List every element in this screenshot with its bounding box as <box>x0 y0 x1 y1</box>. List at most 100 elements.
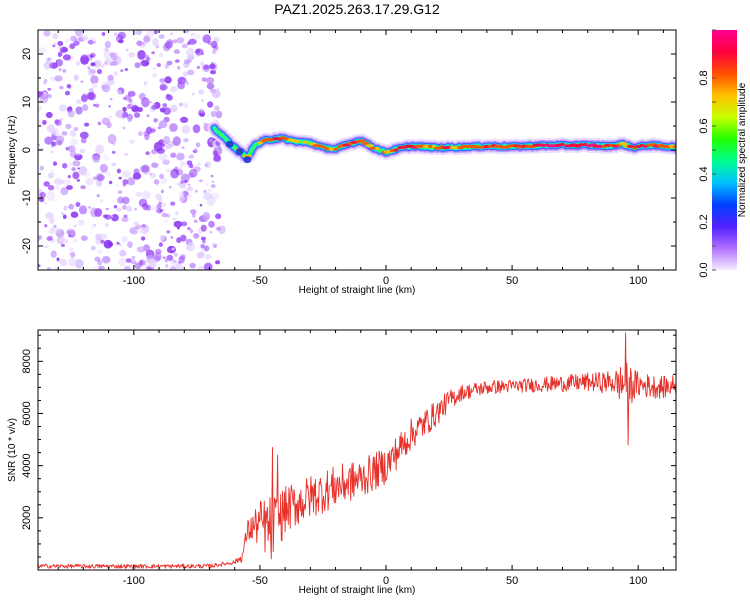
spectrogram-y-tick-label: -20 <box>21 238 33 254</box>
noise-speckle <box>49 57 54 60</box>
noise-speckle <box>210 184 216 189</box>
noise-speckle <box>169 104 178 113</box>
noise-speckle <box>162 256 166 259</box>
noise-speckle <box>97 259 103 266</box>
noise-speckle <box>132 172 142 180</box>
noise-speckle <box>82 35 89 41</box>
noise-speckle <box>69 138 79 146</box>
noise-speckle <box>175 263 183 270</box>
noise-speckle <box>192 213 196 218</box>
noise-speckle <box>50 250 57 258</box>
noise-speckle <box>192 124 201 134</box>
noise-speckle <box>38 47 47 54</box>
noise-speckle <box>109 97 113 101</box>
noise-speckle <box>164 76 172 84</box>
spectrogram-x-tick-label: -100 <box>123 275 145 287</box>
noise-speckle <box>123 265 131 270</box>
noise-speckle <box>75 62 79 66</box>
noise-speckle <box>158 153 168 162</box>
noise-speckle <box>77 219 85 226</box>
noise-speckle <box>110 215 114 218</box>
noise-speckle <box>213 244 217 248</box>
noise-speckle <box>113 58 117 61</box>
noise-speckle <box>101 117 111 126</box>
noise-speckle <box>59 117 64 121</box>
noise-speckle <box>166 94 173 101</box>
signal-hotspot <box>375 146 380 151</box>
noise-speckle <box>202 211 211 221</box>
noise-speckle <box>46 236 53 241</box>
noise-speckle <box>189 262 196 269</box>
noise-speckle <box>136 246 146 253</box>
noise-speckle <box>120 69 124 73</box>
noise-speckle <box>77 167 80 170</box>
noise-speckle <box>43 80 47 84</box>
noise-speckle <box>55 229 65 238</box>
noise-speckle <box>164 64 169 69</box>
noise-speckle <box>210 40 218 49</box>
noise-speckle <box>49 62 59 69</box>
noise-speckle <box>190 32 195 37</box>
noise-speckle <box>156 204 162 209</box>
noise-speckle <box>164 146 168 152</box>
noise-speckle <box>96 174 105 182</box>
snr-background <box>38 330 676 570</box>
noise-speckle <box>61 107 65 111</box>
noise-speckle <box>67 145 76 152</box>
noise-speckle <box>187 183 191 186</box>
noise-speckle <box>170 201 176 206</box>
noise-speckle <box>181 188 189 196</box>
noise-speckle <box>149 204 159 211</box>
noise-speckle <box>169 266 177 270</box>
noise-speckle <box>212 155 222 163</box>
noise-speckle <box>52 226 61 234</box>
noise-speckle <box>142 190 151 200</box>
noise-speckle <box>125 258 132 263</box>
noise-speckle <box>44 224 48 228</box>
noise-speckle <box>65 38 70 43</box>
noise-speckle <box>176 37 185 44</box>
noise-speckle <box>94 103 100 108</box>
noise-speckle <box>60 243 65 247</box>
noise-speckle <box>170 152 177 158</box>
noise-speckle <box>68 205 71 209</box>
noise-speckle <box>166 230 171 234</box>
noise-speckle <box>166 168 170 173</box>
noise-speckle <box>118 243 122 246</box>
noise-speckle <box>47 94 53 99</box>
noise-speckle <box>119 249 127 257</box>
noise-speckle <box>70 211 79 218</box>
noise-speckle <box>195 189 198 193</box>
noise-speckle <box>46 191 56 202</box>
noise-speckle <box>100 63 105 69</box>
noise-speckle <box>166 213 171 218</box>
noise-speckle <box>159 83 167 92</box>
noise-speckle <box>52 44 56 48</box>
noise-speckle <box>52 62 58 69</box>
noise-speckle <box>134 62 141 69</box>
noise-speckle <box>53 224 57 229</box>
noise-speckle <box>215 213 222 220</box>
noise-speckle <box>175 211 179 215</box>
noise-speckle <box>153 179 160 185</box>
noise-speckle <box>100 239 105 244</box>
noise-speckle <box>144 133 150 141</box>
noise-speckle <box>116 168 121 174</box>
noise-speckle <box>138 93 144 99</box>
noise-speckle <box>82 104 89 112</box>
snr-x-ticks: -100 -50 0 50 100 <box>57 330 664 587</box>
noise-speckle <box>153 118 158 123</box>
noise-speckle <box>150 172 156 179</box>
noise-speckle <box>69 150 77 158</box>
noise-speckle <box>195 48 201 54</box>
noise-speckle <box>194 148 198 152</box>
noise-speckle <box>80 56 89 65</box>
noise-speckle <box>147 267 152 270</box>
noise-speckle <box>158 120 168 129</box>
noise-speckle <box>124 153 128 156</box>
noise-speckle <box>104 47 109 52</box>
snr-panel: -100 -50 0 50 100 2000 4000 6000 8000 Height of… <box>7 329 677 596</box>
noise-speckle <box>213 154 221 162</box>
noise-speckle <box>151 105 158 110</box>
